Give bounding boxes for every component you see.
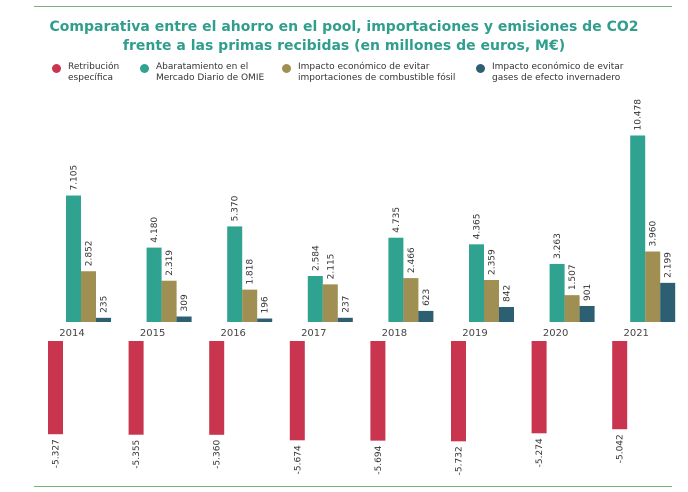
bar-2021-series-0 xyxy=(612,341,628,430)
data-label-2017-series-2: 2.115 xyxy=(326,254,336,280)
chart-title-line-1: Comparativa entre el ahorro en el pool, … xyxy=(49,19,639,35)
legend-dot-icon xyxy=(282,64,291,73)
category-label-2020: 2020 xyxy=(543,328,568,339)
category-label-2017: 2017 xyxy=(301,328,326,339)
frame-bottom-line xyxy=(34,486,672,487)
legend-item-retribucion: Retribución específica xyxy=(52,62,119,84)
bar-2021-series-2 xyxy=(645,251,661,322)
category-label-2021: 2021 xyxy=(623,328,648,339)
data-label-2019-series-0: -5.732 xyxy=(455,446,465,475)
legend-label-abaratamiento: Abaratamiento en el Mercado Diario de OMI… xyxy=(156,62,265,83)
data-label-2020-series-2: 1.507 xyxy=(568,264,578,290)
category-label-2014: 2014 xyxy=(59,328,84,339)
data-label-2017-series-1: 2.584 xyxy=(311,245,321,271)
bar-2017-series-3 xyxy=(337,317,353,322)
legend-item-abaratamiento: Abaratamiento en el Mercado Diario de OMI… xyxy=(140,62,264,84)
bar-2014-series-1 xyxy=(66,195,81,322)
category-label-2019: 2019 xyxy=(462,328,487,339)
data-label-2014-series-0: -5.327 xyxy=(52,439,62,468)
data-label-2018-series-0: -5.694 xyxy=(374,445,384,474)
bar-2015-series-0 xyxy=(128,341,144,435)
data-label-2021-series-2: 3.960 xyxy=(649,220,659,246)
bar-2014-series-0 xyxy=(48,341,63,435)
bar-2015-series-1 xyxy=(146,247,162,322)
category-label-2018: 2018 xyxy=(382,328,407,339)
data-label-2021-series-1: 10.478 xyxy=(634,99,644,131)
data-label-2014-series-2: 2.852 xyxy=(85,240,95,266)
data-label-2019-series-3: 842 xyxy=(503,285,513,302)
bar-2020-series-1 xyxy=(549,263,565,322)
data-label-2019-series-1: 4.365 xyxy=(473,214,483,240)
data-label-2016-series-0: -5.360 xyxy=(213,440,223,469)
bar-2020-series-0 xyxy=(531,341,547,434)
legend-label-gases: Impacto económico de evitar gases de efec… xyxy=(492,62,624,83)
data-label-2021-series-0: -5.042 xyxy=(616,434,626,463)
legend-label-importaciones: Impacto económico de evitar importaciones… xyxy=(298,62,456,83)
legend-dot-icon xyxy=(52,64,61,73)
data-label-2021-series-3: 2.199 xyxy=(664,252,674,278)
bar-2018-series-3 xyxy=(418,310,434,322)
data-label-2016-series-3: 196 xyxy=(261,296,271,313)
bar-2019-series-0 xyxy=(451,341,466,442)
data-label-2015-series-1: 4.180 xyxy=(150,217,160,243)
bar-2015-series-2 xyxy=(161,280,177,322)
bar-2018-series-1 xyxy=(388,237,404,322)
bar-2014-series-3 xyxy=(96,317,111,322)
category-label-2016: 2016 xyxy=(220,328,245,339)
data-label-2015-series-3: 309 xyxy=(180,294,190,311)
bar-2019-series-2 xyxy=(484,280,499,322)
bar-2020-series-3 xyxy=(579,305,595,322)
bar-2017-series-0 xyxy=(289,341,305,441)
data-label-2017-series-0: -5.674 xyxy=(293,445,303,474)
data-label-2018-series-3: 623 xyxy=(422,289,432,306)
bar-2016-series-2 xyxy=(242,289,258,322)
bar-2017-series-2 xyxy=(322,284,338,322)
bar-2021-series-1 xyxy=(630,135,646,322)
legend-item-gases: Impacto económico de evitar gases de efec… xyxy=(476,62,624,84)
bar-2015-series-3 xyxy=(176,316,192,322)
bar-2014-series-2 xyxy=(81,271,96,322)
bar-2019-series-3 xyxy=(499,307,514,322)
legend-item-importaciones: Impacto económico de evitar importaciones… xyxy=(282,62,455,84)
bar-2020-series-2 xyxy=(564,295,580,322)
data-label-2017-series-3: 237 xyxy=(341,296,351,313)
bar-2018-series-2 xyxy=(403,278,419,322)
legend-dot-icon xyxy=(476,64,485,73)
chart-title-line-2: frente a las primas recibidas (en millon… xyxy=(122,38,566,54)
data-label-2015-series-0: -5.355 xyxy=(132,440,142,469)
bar-2021-series-3 xyxy=(660,282,676,322)
data-label-2018-series-1: 4.735 xyxy=(392,207,402,233)
bar-2016-series-1 xyxy=(227,226,243,322)
data-label-2020-series-1: 3.263 xyxy=(553,233,563,259)
data-label-2020-series-0: -5.274 xyxy=(535,438,545,467)
data-label-2016-series-1: 5.370 xyxy=(231,195,241,221)
bar-2016-series-0 xyxy=(209,341,225,435)
bar-2018-series-0 xyxy=(370,341,386,441)
bar-2019-series-1 xyxy=(469,244,484,322)
data-label-2014-series-1: 7.105 xyxy=(70,165,80,191)
data-label-2018-series-2: 2.466 xyxy=(407,247,417,273)
category-label-2015: 2015 xyxy=(140,328,165,339)
data-label-2016-series-2: 1.818 xyxy=(246,259,256,285)
data-label-2019-series-2: 2.359 xyxy=(488,249,498,275)
bar-2017-series-1 xyxy=(307,276,323,322)
data-label-2015-series-2: 2.319 xyxy=(165,250,175,276)
legend-label-retribucion: Retribución específica xyxy=(68,62,120,83)
data-label-2020-series-3: 901 xyxy=(583,284,593,301)
bar-2016-series-3 xyxy=(257,318,273,322)
legend-dot-icon xyxy=(140,64,149,73)
data-label-2014-series-3: 235 xyxy=(100,296,110,313)
frame-top-line xyxy=(34,6,672,7)
